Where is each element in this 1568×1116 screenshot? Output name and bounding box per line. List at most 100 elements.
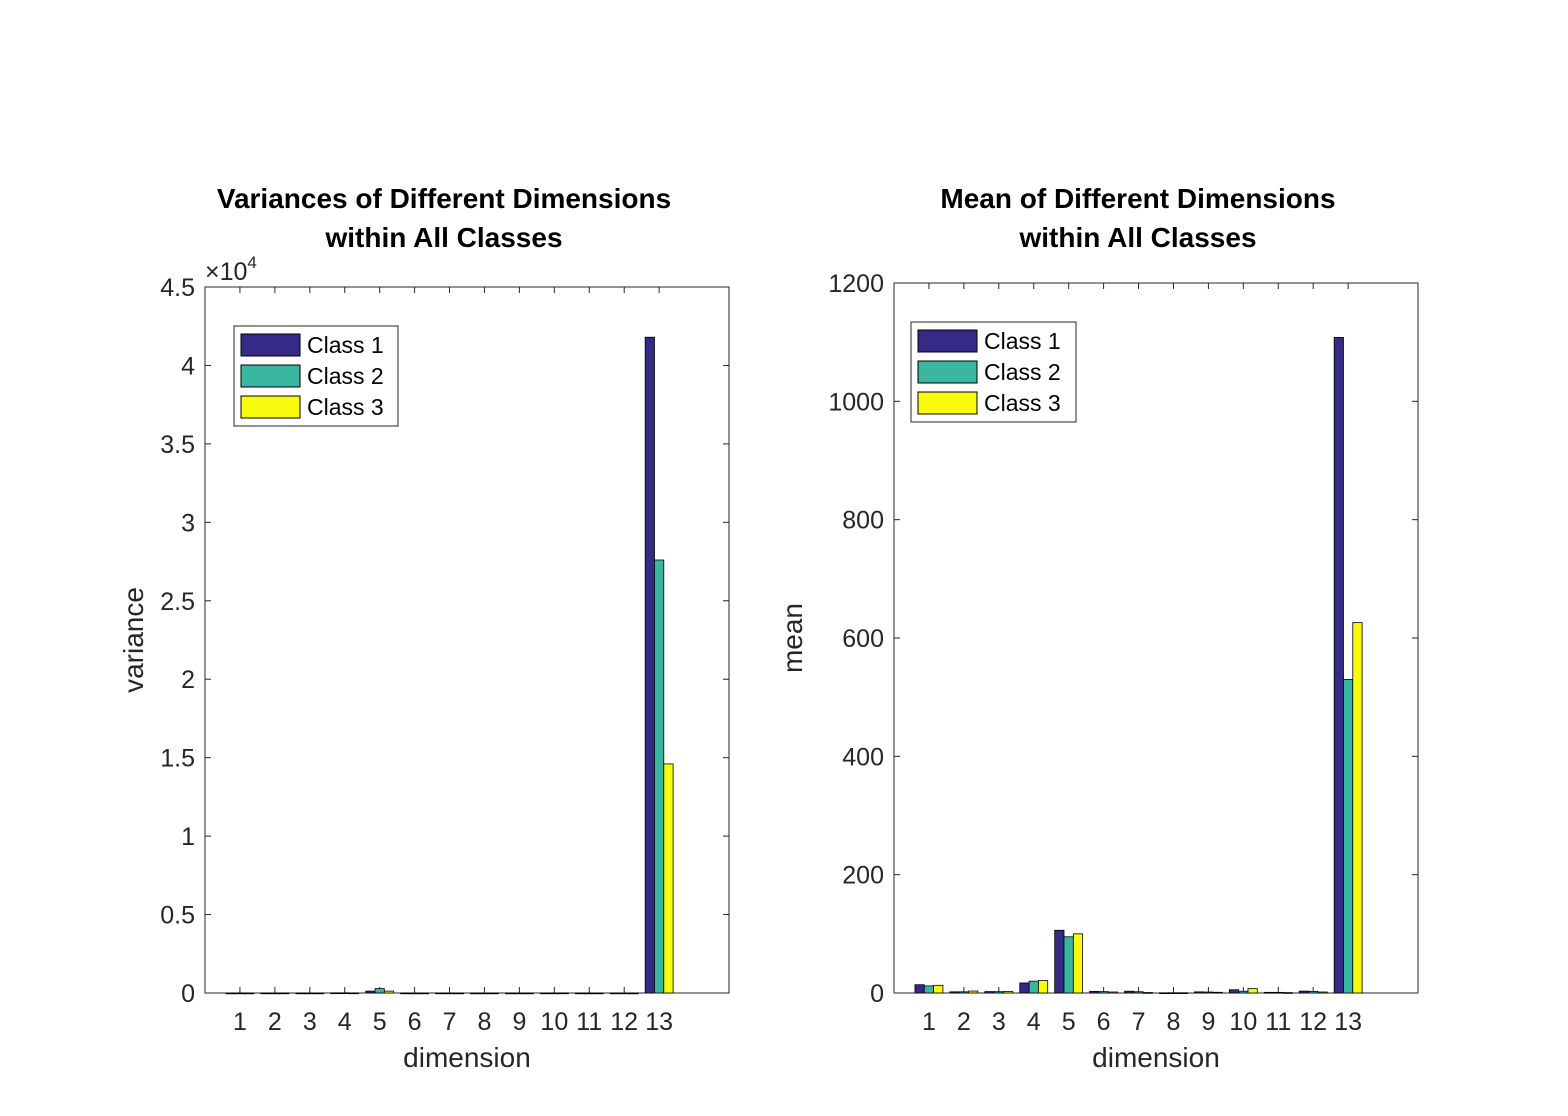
bar-class-3-dim-4: [348, 992, 360, 995]
bar-class-1-dim-4: [330, 992, 341, 995]
y-exponent-label: ×104: [205, 253, 257, 286]
bar-class-1-dim-6: [400, 992, 411, 995]
legend-label: Class 2: [984, 359, 1061, 385]
x-tick-label: 1: [922, 1008, 936, 1036]
legend-swatch: [240, 364, 301, 388]
bar-class-2-dim-6: [409, 992, 420, 995]
x-tick-label: 12: [1299, 1008, 1327, 1036]
bar-class-3-dim-7: [453, 992, 464, 995]
y-exponent-base: ×10: [205, 258, 247, 286]
bar-class-1-dim-7: [435, 992, 446, 995]
bar-class-3-dim-10: [1247, 988, 1258, 994]
y-tick-label: 1.5: [160, 745, 195, 773]
bar-class-2-dim-8: [1168, 992, 1179, 994]
y-exponent-power: 4: [247, 253, 256, 272]
x-tick-label: 1: [233, 1008, 247, 1036]
legend-label: Class 2: [307, 363, 384, 389]
bar-class-1-dim-1: [914, 984, 925, 994]
bar-class-1-dim-2: [260, 992, 271, 995]
bar-class-3-dim-10: [558, 992, 569, 995]
bar-class-2-dim-9: [514, 992, 525, 995]
legend-swatch: [240, 333, 301, 357]
bar-class-2-dim-7: [1133, 991, 1144, 994]
bar-class-1-dim-13: [1333, 337, 1344, 994]
legend-swatch: [240, 395, 301, 419]
y-tick-label: 1000: [828, 388, 884, 416]
y-tick-label: 2: [181, 666, 195, 694]
bar-class-1-dim-9: [1194, 991, 1205, 994]
x-tick-label: 5: [1062, 1008, 1076, 1036]
bar-class-1-dim-10: [539, 992, 551, 995]
bar-class-3-dim-6: [418, 992, 429, 995]
chart-title-line: Variances of Different Dimensions: [217, 183, 671, 214]
bar-class-3-dim-5: [383, 990, 395, 994]
x-tick-label: 2: [268, 1008, 282, 1036]
bar-class-1-dim-11: [574, 992, 586, 995]
bar-class-2-dim-1: [923, 985, 934, 994]
bar-class-2-dim-4: [1028, 980, 1039, 994]
bar-class-1-dim-1: [225, 992, 236, 995]
legend-label: Class 1: [984, 328, 1061, 354]
bar-class-1-dim-12: [609, 992, 620, 995]
chart-title: Mean of Different Dimensions within All C…: [940, 183, 1335, 253]
y-tick-label: 800: [842, 507, 884, 535]
x-tick-label: 10: [540, 1008, 568, 1036]
y-tick-label: 2.5: [160, 588, 195, 616]
x-tick-label: 6: [1097, 1008, 1111, 1036]
x-tick-label: 9: [512, 1008, 526, 1036]
y-tick-label: 1: [181, 823, 195, 851]
bar-class-2-dim-7: [444, 992, 455, 995]
bar-class-3-dim-7: [1142, 992, 1153, 994]
x-tick-label: 3: [303, 1008, 317, 1036]
x-tick-label: 4: [338, 1008, 352, 1036]
legend-swatch: [917, 329, 978, 353]
bar-class-1-dim-13: [644, 336, 655, 994]
x-tick-label: 12: [610, 1008, 638, 1036]
y-tick-label: 0.5: [160, 902, 195, 930]
x-tick-label: 13: [1334, 1008, 1362, 1036]
x-tick-label: 11: [576, 1008, 602, 1036]
bar-class-1-dim-3: [295, 992, 306, 995]
bar-class-3-dim-11: [1282, 992, 1293, 994]
bar-class-1-dim-12: [1298, 990, 1309, 994]
bar-class-2-dim-11: [584, 992, 595, 995]
bar-class-3-dim-8: [488, 992, 499, 995]
x-tick-label: 3: [992, 1008, 1006, 1036]
x-tick-label: 13: [645, 1008, 673, 1036]
x-tick-label: 2: [957, 1008, 971, 1036]
y-tick-label: 4: [181, 352, 195, 380]
bar-class-3-dim-5: [1072, 933, 1084, 994]
bar-class-3-dim-12: [628, 992, 639, 995]
bar-class-1-dim-10: [1228, 989, 1240, 994]
bar-class-1-dim-3: [984, 991, 995, 994]
y-tick-label: 1200: [828, 270, 884, 298]
bar-class-3-dim-9: [1212, 991, 1223, 994]
x-tick-label: 8: [478, 1008, 492, 1036]
bar-class-1-dim-11: [1263, 991, 1275, 994]
bar-class-2-dim-6: [1098, 991, 1109, 994]
bar-class-3-dim-3: [314, 992, 325, 995]
x-tick-label: 8: [1167, 1008, 1181, 1036]
legend-label: Class 1: [307, 332, 384, 358]
y-tick-label: 4.5: [160, 274, 195, 302]
bar-class-3-dim-12: [1317, 991, 1328, 994]
y-tick-label: 200: [842, 862, 884, 890]
bar-class-3-dim-13: [663, 763, 674, 994]
bar-class-1-dim-5: [365, 990, 376, 994]
bar-class-3-dim-1: [933, 984, 944, 994]
bar-class-3-dim-6: [1107, 991, 1118, 994]
y-tick-label: 0: [181, 980, 195, 1008]
chart-variance: Variances of Different Dimensions within …: [118, 183, 730, 1073]
bar-class-2-dim-2: [269, 992, 280, 995]
bar-class-2-dim-2: [958, 991, 969, 994]
bar-class-2-dim-9: [1203, 991, 1214, 994]
y-tick-label: 0: [870, 980, 884, 1008]
bar-class-2-dim-4: [339, 992, 350, 995]
bar-class-2-dim-8: [479, 992, 490, 995]
chart-mean: Mean of Different Dimensions within All C…: [777, 183, 1419, 1073]
chart-title-line: within All Classes: [324, 222, 562, 253]
bar-class-2-dim-5: [1063, 936, 1074, 994]
bar-class-2-dim-1: [234, 992, 245, 995]
legend: Class 1 Class 2 Class 3: [233, 325, 399, 427]
